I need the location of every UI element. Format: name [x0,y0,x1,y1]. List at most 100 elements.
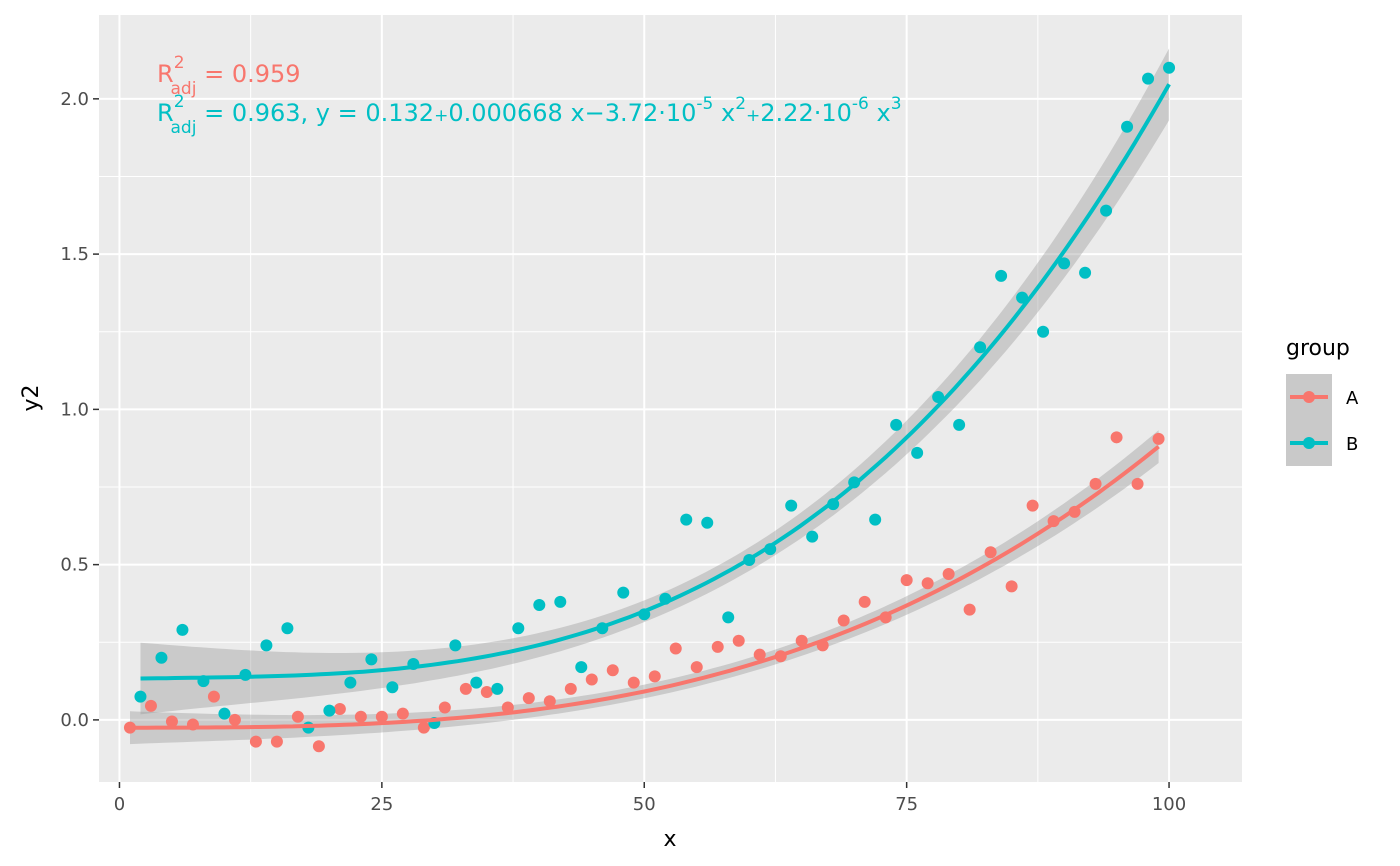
y-axis: 0.0 0.5 1.0 1.5 2.0 [60,89,99,731]
point-A [249,735,262,748]
point-A [837,614,850,627]
point-B [1142,72,1155,85]
point-A [1110,431,1123,444]
x-tick-label: 25 [370,794,393,815]
plot-panel [99,15,1242,782]
point-B [680,513,693,526]
point-B [344,676,357,689]
x-tick-label: 75 [895,794,918,815]
fit-line-B [140,83,1171,681]
legend-key-point [1303,437,1315,449]
point-B [1037,325,1050,338]
legend-key-point [1303,391,1315,403]
point-B [491,682,504,695]
x-tick-label: 100 [1152,794,1186,815]
point-B [176,623,189,636]
point-B [995,269,1008,282]
point-B [470,676,483,689]
point-A [228,713,241,726]
point-A [144,699,157,712]
x-tick-label: 50 [633,794,656,815]
point-B [449,639,462,652]
x-tick-label: 0 [114,794,125,815]
point-A [417,721,430,734]
point-A [984,546,997,559]
point-B [1121,120,1134,133]
point-B [281,622,294,635]
point-B [701,516,714,529]
y-tick-label: 2.0 [60,89,89,110]
x-axis: 0 25 50 75 100 [114,782,1186,815]
point-B [323,704,336,717]
legend: group A B [1286,336,1359,466]
point-A [396,707,409,720]
grid-minor [99,15,1242,782]
point-A [606,664,619,677]
point-B [554,595,567,608]
y-tick-label: 0.0 [60,710,89,731]
point-A [522,692,535,705]
point-A [711,640,724,653]
point-B [575,661,588,674]
point-A [1152,432,1165,445]
y-tick-label: 1.0 [60,399,89,420]
point-B [890,418,903,431]
point-B [974,341,987,354]
annotation-a: R2 adj = 0.959 [157,53,301,99]
point-A [648,670,661,683]
point-B [218,707,231,720]
point-A [585,673,598,686]
point-A [333,703,346,716]
point-B [533,599,546,611]
legend-key-B: B [1286,420,1358,466]
point-A [732,634,745,647]
point-A [1026,499,1039,512]
point-B [155,651,168,664]
point-B [722,611,735,624]
legend-label-B: B [1346,434,1358,455]
point-B [806,530,819,543]
point-B [1163,61,1176,74]
point-A [690,661,703,674]
point-A [900,574,913,587]
point-A [165,715,178,728]
point-A [858,595,871,608]
point-A [921,577,934,590]
point-A [669,642,682,655]
point-B [512,622,525,635]
point-B [1016,291,1029,304]
point-B [365,653,378,666]
point-A [354,710,367,723]
legend-label-A: A [1346,388,1359,409]
legend-title: group [1286,336,1350,361]
point-B [785,499,798,512]
fit-line-A [130,445,1160,730]
ribbon-A [130,430,1159,745]
fit-lines [130,83,1171,730]
point-B [869,513,882,526]
point-A [564,682,577,695]
point-A [627,676,640,689]
x-axis-title: x [663,827,676,852]
point-A [543,695,556,708]
point-B [1058,257,1071,270]
point-A [312,740,325,753]
point-B [911,446,924,459]
point-A [501,701,514,714]
annotation-b: R2 adj = 0.963, y = 0.132+0.000668 x−3.72… [157,92,902,138]
y-tick-label: 1.5 [60,244,89,265]
point-B [134,690,147,703]
point-A [1089,477,1102,490]
point-A [270,735,283,748]
point-A [291,710,304,723]
point-B [953,418,966,431]
legend-key-A: A [1286,374,1359,420]
point-A [963,603,976,616]
y-axis-title: y2 [19,384,44,411]
point-B [386,681,399,694]
point-A [1131,477,1144,490]
point-A [123,721,136,734]
point-B [617,586,630,599]
grid-major [99,15,1242,782]
